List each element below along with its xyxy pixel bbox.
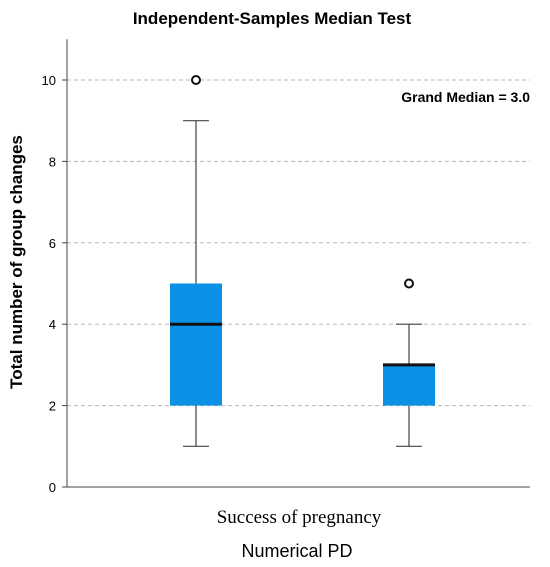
gridlines bbox=[67, 79, 530, 407]
y-tick-label-10: 10 bbox=[42, 73, 56, 88]
grand-median-annotation: Grand Median = 3.0 bbox=[401, 89, 530, 105]
chart-title: Independent-Samples Median Test bbox=[133, 9, 412, 28]
box-group-2 bbox=[383, 278, 435, 447]
y-tick-label-6: 6 bbox=[49, 236, 56, 251]
y-tick-label-2: 2 bbox=[49, 399, 56, 414]
x-axis-label: Numerical PD bbox=[241, 541, 352, 561]
boxes bbox=[170, 75, 435, 447]
axes bbox=[62, 39, 530, 488]
box-group-1 bbox=[170, 75, 222, 447]
y-tick-label-0: 0 bbox=[49, 480, 56, 495]
y-tick-labels: 0 2 4 6 8 10 bbox=[42, 73, 56, 495]
y-axis-label: Total number of group changes bbox=[7, 135, 26, 389]
outlier-point-1-1 bbox=[191, 75, 201, 85]
outlier-point-2-1 bbox=[404, 278, 414, 289]
iqr-box-2 bbox=[383, 364, 435, 406]
y-tick-label-4: 4 bbox=[49, 317, 56, 332]
y-tick-label-8: 8 bbox=[49, 154, 56, 169]
x-category-label: Success of pregnancy bbox=[217, 507, 382, 528]
iqr-box-1 bbox=[170, 283, 222, 406]
